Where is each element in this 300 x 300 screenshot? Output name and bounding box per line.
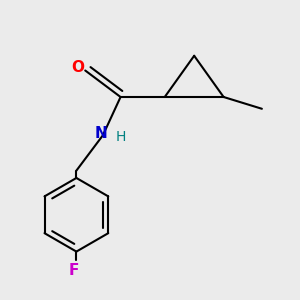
Text: F: F: [68, 263, 79, 278]
Text: N: N: [95, 126, 108, 141]
Text: H: H: [116, 130, 126, 144]
Text: O: O: [71, 60, 84, 75]
